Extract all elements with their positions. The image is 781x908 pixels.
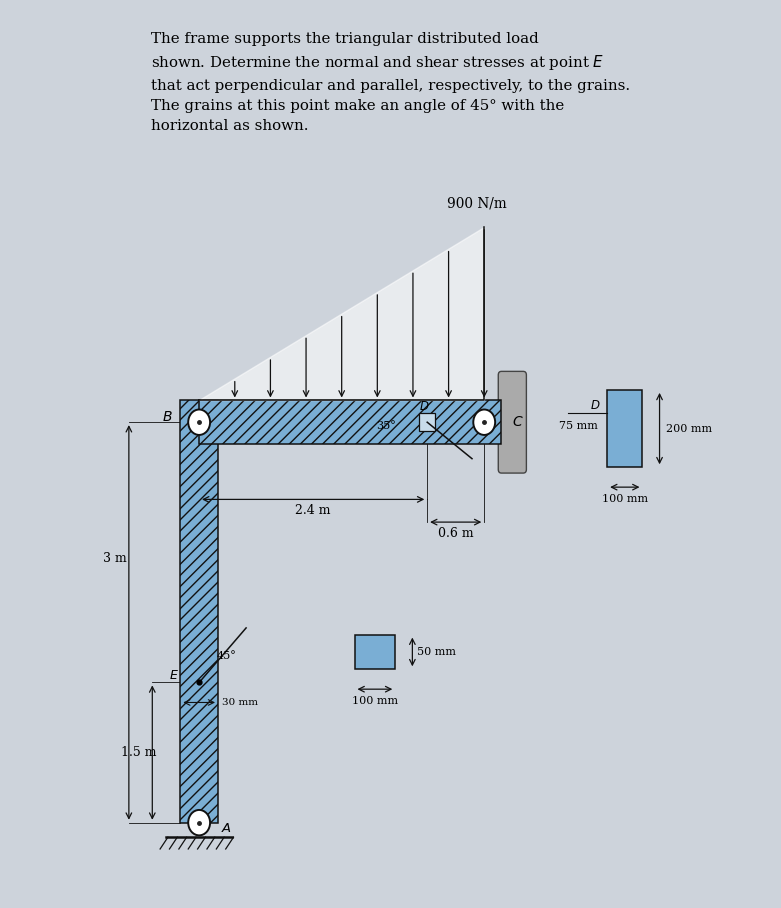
Text: 100 mm: 100 mm xyxy=(601,494,648,504)
Bar xyxy=(199,400,501,444)
Text: 50 mm: 50 mm xyxy=(417,646,456,657)
Text: 1.5 m: 1.5 m xyxy=(121,746,156,759)
Text: 0.6 m: 0.6 m xyxy=(438,527,473,539)
Text: The frame supports the triangular distributed load
shown. Determine the normal a: The frame supports the triangular distri… xyxy=(151,32,630,133)
Circle shape xyxy=(188,810,210,835)
Bar xyxy=(180,400,218,823)
Text: 100 mm: 100 mm xyxy=(351,696,398,706)
Circle shape xyxy=(188,410,210,435)
Bar xyxy=(355,635,395,669)
Text: $B$: $B$ xyxy=(162,410,173,424)
Text: $D$: $D$ xyxy=(590,400,601,412)
Text: 35°: 35° xyxy=(376,421,396,431)
Bar xyxy=(419,413,435,431)
Text: 2.4 m: 2.4 m xyxy=(295,504,331,517)
Bar xyxy=(608,390,642,467)
Text: 30 mm: 30 mm xyxy=(222,698,258,707)
Text: 75 mm: 75 mm xyxy=(559,420,597,431)
Text: $A$: $A$ xyxy=(221,822,232,834)
Text: $C$: $C$ xyxy=(512,415,523,429)
Text: $D$: $D$ xyxy=(419,400,430,413)
Text: 3 m: 3 m xyxy=(103,552,127,566)
Text: 900 N/m: 900 N/m xyxy=(447,197,506,211)
FancyBboxPatch shape xyxy=(498,371,526,473)
Circle shape xyxy=(473,410,495,435)
Polygon shape xyxy=(199,227,484,400)
Text: $E$: $E$ xyxy=(169,669,180,682)
Text: 45°: 45° xyxy=(216,651,236,661)
Text: 200 mm: 200 mm xyxy=(665,423,712,434)
